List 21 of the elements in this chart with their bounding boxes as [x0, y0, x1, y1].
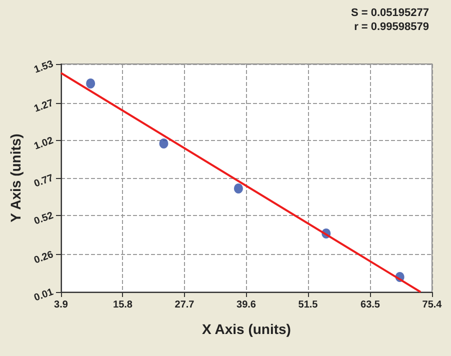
point [86, 78, 96, 88]
x-tick-label: 3.9 [54, 300, 68, 310]
x-tick-label: 27.7 [174, 300, 195, 310]
x-tick-label: 75.4 [422, 300, 442, 310]
text: r = 0.99598579 [353, 20, 429, 34]
y-tick-label: 0.52 [32, 210, 56, 228]
y-tick-label: 0.26 [32, 249, 56, 266]
x-tick-label: 51.5 [298, 300, 318, 310]
point [159, 138, 168, 148]
x-tick-label: 63.5 [360, 300, 380, 310]
y-axis-title: Y Axis (units) [7, 134, 24, 222]
y-tick-label: 1.02 [32, 135, 56, 152]
x-axis-title: X Axis (units) [202, 321, 291, 337]
y-tick-label: 0.77 [32, 172, 56, 190]
text: S = 0.05195277 [351, 6, 429, 20]
y-tick-label: 1.27 [32, 98, 56, 115]
y-tick-label: 0.01 [32, 286, 56, 304]
x-tick-label: 39.6 [236, 300, 256, 310]
point [234, 184, 243, 194]
x-tick-label: 15.8 [113, 300, 133, 310]
y-tick-label: 1.53 [32, 58, 56, 76]
